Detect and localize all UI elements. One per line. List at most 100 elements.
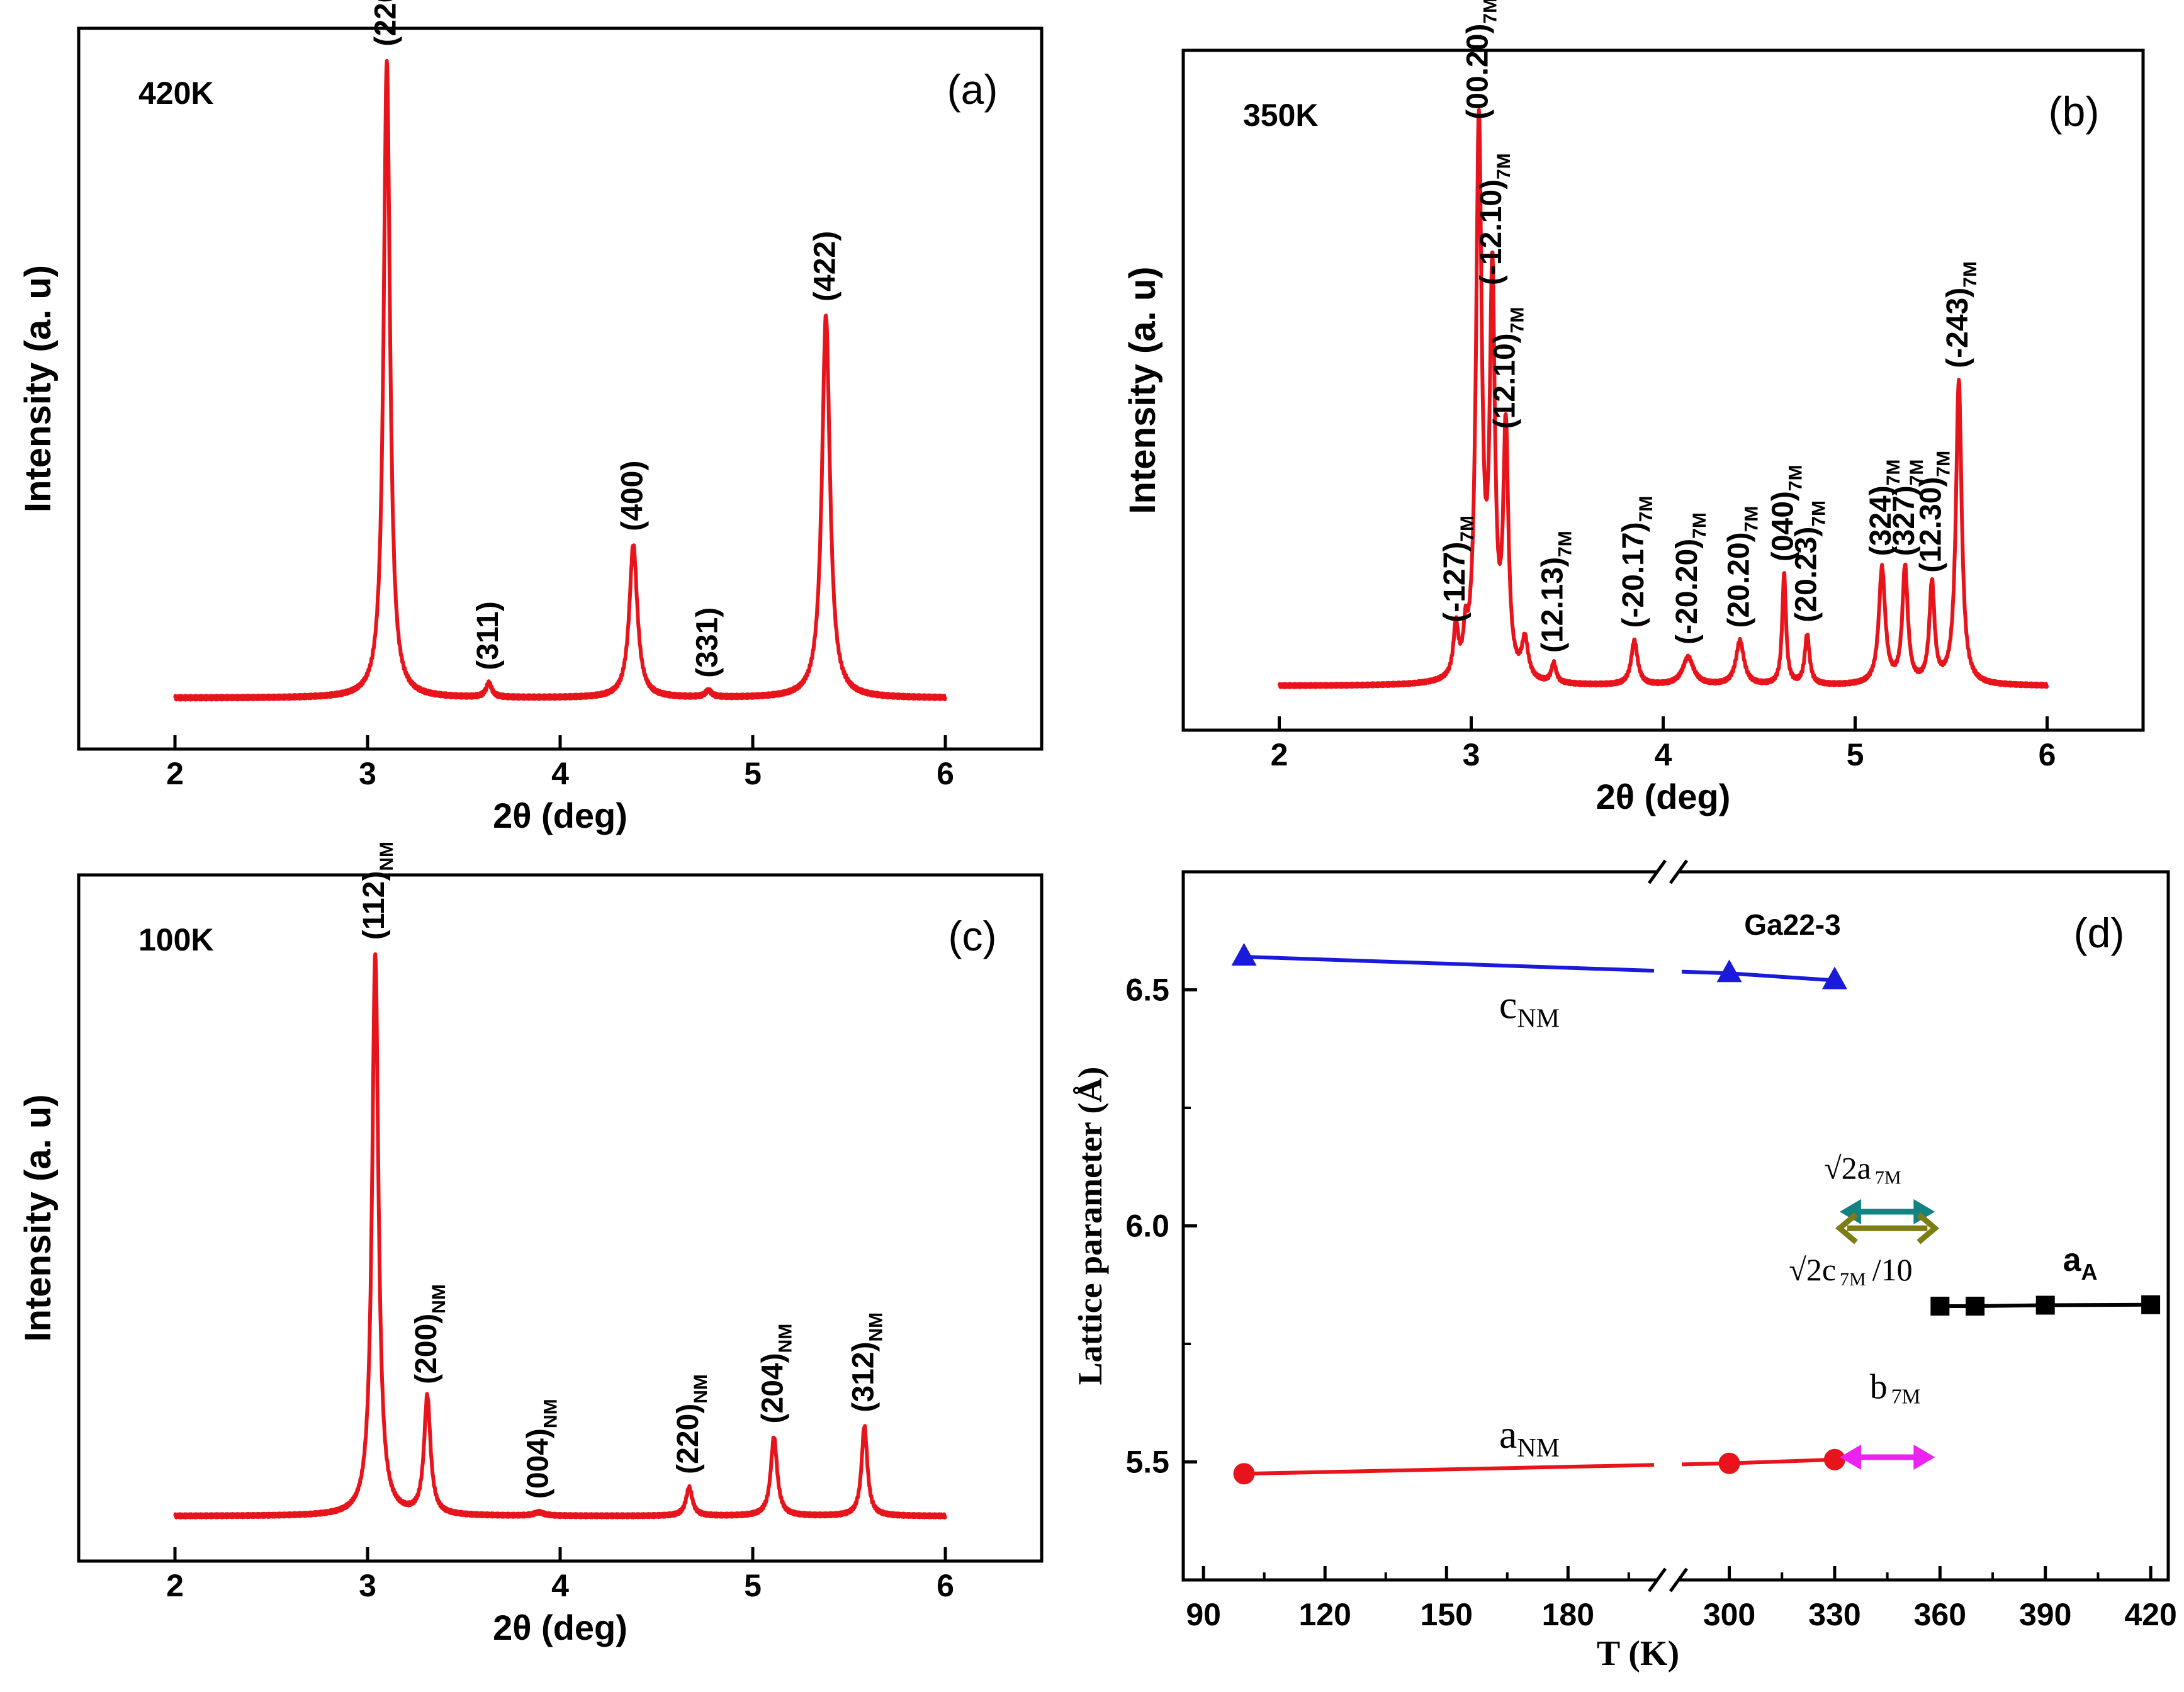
x-tick-label: 330	[1808, 1597, 1860, 1632]
plot-frame	[79, 28, 1042, 749]
peak-label-phase: 7M	[1742, 506, 1762, 533]
panel-label: (a)	[947, 66, 998, 113]
peak-label-hkl: (12.30)	[1915, 477, 1948, 573]
diffraction-pattern	[175, 954, 945, 1518]
temperature-label: 100K	[138, 922, 214, 957]
data-point	[1234, 1463, 1255, 1484]
x-tick-label: 420	[2124, 1597, 2176, 1632]
data-point	[1966, 1297, 1984, 1316]
x-tick-label: 5	[1847, 737, 1864, 772]
data-point	[1822, 967, 1847, 990]
peak-label: (422)	[808, 231, 842, 302]
peak-label: (112)NM	[357, 842, 397, 940]
temperature-label: 420K	[138, 76, 214, 111]
data-point	[2141, 1295, 2160, 1314]
peak-label: (220)NM	[672, 1374, 711, 1474]
peak-label: (20.20)7M	[1723, 506, 1762, 628]
annotation-label-sub: 7M	[1840, 1269, 1866, 1290]
x-axis-label: T (K)	[1597, 1634, 1679, 1673]
x-tick-label: 2	[1271, 737, 1288, 772]
annotation-arrow-head	[1913, 1445, 1935, 1470]
peak-label: (204)NM	[757, 1324, 796, 1424]
peak-label-hkl: (422)	[808, 231, 842, 302]
peak-label-hkl: (204)	[757, 1353, 790, 1423]
series-label: aNM	[1499, 1412, 1560, 1463]
x-axis-label: 2θ (deg)	[1596, 777, 1731, 816]
panel-label: (d)	[2074, 910, 2125, 956]
annotation-label-suffix: /10	[1872, 1252, 1913, 1287]
x-axis-label: 2θ (deg)	[493, 796, 628, 835]
x-tick-label: 3	[359, 1568, 376, 1603]
y-axis-label: Lattice parameter (Å)	[1071, 1067, 1109, 1385]
annotation-label-name: √2c	[1789, 1252, 1836, 1287]
peak-label-hkl: (220)	[369, 0, 403, 47]
x-tick-label: 3	[1463, 737, 1480, 772]
data-point	[2036, 1296, 2055, 1315]
data-point	[1930, 1297, 1949, 1316]
x-tick-label: 360	[1914, 1597, 1966, 1632]
y-tick-label: 6.0	[1125, 1209, 1169, 1244]
peak-label-hkl: (331)	[691, 607, 724, 678]
peak-label-hkl: (-127)	[1438, 542, 1472, 623]
y-axis-label: Intensity (a. u)	[18, 265, 59, 512]
series-line	[1730, 973, 1835, 980]
temperature-label: 350K	[1243, 98, 1319, 133]
peak-label-hkl: (004)	[521, 1428, 554, 1499]
peak-label-phase: 7M	[1494, 153, 1514, 179]
peak-label-hkl: (-20.20)	[1670, 539, 1704, 645]
series-label-sub: A	[2081, 1259, 2098, 1285]
peak-label: (400)	[616, 461, 649, 531]
peak-label: (312)NM	[847, 1312, 886, 1413]
peak-label: (311)	[471, 601, 505, 670]
x-axis-label: 2θ (deg)	[493, 1608, 628, 1647]
annotation-label: √2a 7M	[1824, 1151, 1901, 1188]
panel-c: 2 3 4 5 62θ (deg)Intensity (a. u)100K (c)(112…	[18, 842, 1042, 1647]
panel-b: 2 3 4 5 6 2θ (deg) Intensity (a. u) 350K (b) (-12…	[1122, 0, 2143, 816]
series-label: aA	[2063, 1242, 2098, 1285]
sample-label: Ga22-3	[1744, 908, 1840, 941]
peak-label-phase: 7M	[1934, 451, 1954, 477]
peak-label-phase: 7M	[1457, 516, 1478, 542]
peak-label-phase: 7M	[1636, 496, 1657, 522]
peak-label-phase: NM	[690, 1374, 711, 1404]
x-tick-label: 4	[1655, 737, 1672, 772]
x-tick-label: 2	[166, 756, 184, 791]
peak-label-hkl: (220)	[672, 1404, 705, 1474]
peak-label-phase: NM	[540, 1399, 561, 1428]
annotation-label: b 7M	[1870, 1367, 1921, 1408]
series-label-sub: NM	[1517, 1434, 1560, 1463]
data-point	[1824, 1449, 1845, 1470]
x-tick-label: 390	[2019, 1597, 2071, 1632]
annotation-label-name: b	[1870, 1367, 1888, 1406]
peak-label: (-20.17)7M	[1617, 496, 1657, 628]
peak-label-hkl: (20.23)	[1789, 527, 1823, 623]
peak-label-hkl: (-20.17)	[1617, 522, 1650, 628]
data-point	[1232, 943, 1257, 966]
peak-label-hkl: (12.10)	[1488, 333, 1521, 429]
panel-a: 2 3 4 5 62θ (deg)Intensity (a. u)420K (a)(220…	[18, 0, 1042, 835]
plot-frame	[79, 875, 1042, 1561]
annotation-label: √2c 7M/10	[1789, 1252, 1912, 1290]
y-axis-label: Intensity (a. u)	[1122, 266, 1163, 514]
x-tick-label: 5	[744, 1568, 762, 1603]
peak-label: (200)NM	[410, 1284, 449, 1384]
peak-label-hkl: (12.13)	[1536, 557, 1570, 653]
series-label-name: a	[1499, 1412, 1517, 1457]
peak-label-hkl: (312)	[847, 1342, 880, 1413]
peak-label-hkl: (400)	[616, 461, 649, 531]
peak-label: (004)NM	[521, 1399, 561, 1499]
panel-label: (c)	[948, 913, 997, 959]
series-label-sub: NM	[1517, 1005, 1560, 1034]
peak-label-hkl: (311)	[471, 601, 505, 670]
x-tick-label: 5	[744, 756, 762, 791]
peak-label-phase: 7M	[1960, 261, 1981, 288]
peak-label-hkl: (-243)	[1941, 288, 1974, 368]
annotation-label-sub: 7M	[1875, 1168, 1901, 1188]
x-tick-label: 90	[1186, 1597, 1221, 1632]
peak-label: (12.13)7M	[1536, 531, 1576, 653]
diffraction-pattern	[1280, 110, 2047, 687]
series-label-name: a	[2063, 1242, 2082, 1278]
series-label-name: c	[1499, 983, 1517, 1027]
figure: 2 3 4 5 6 2θ (deg) Intensity (a. u) 420K (a) (220…	[0, 0, 2184, 1692]
x-tick-label: 6	[937, 756, 954, 791]
